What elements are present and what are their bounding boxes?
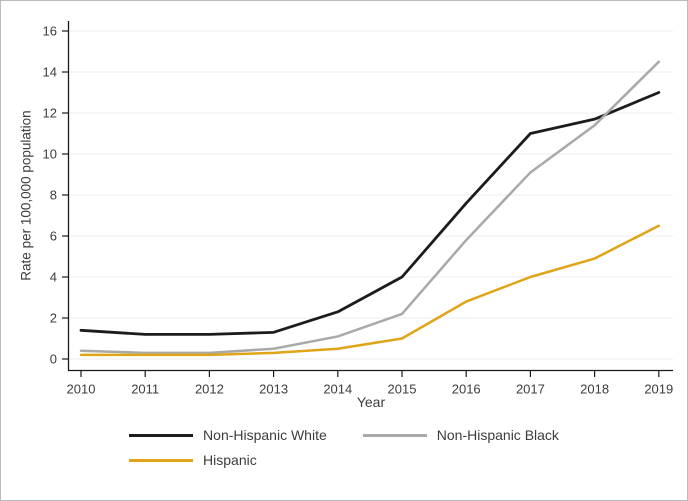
y-tick-label: 12 xyxy=(43,106,57,121)
series-line-0 xyxy=(79,91,661,336)
y-tick-label: 2 xyxy=(50,311,57,326)
series-line-2 xyxy=(79,224,661,357)
x-tick-label: 2014 xyxy=(323,382,352,397)
x-tick-label: 2017 xyxy=(516,382,545,397)
y-tick-label: 4 xyxy=(50,270,57,285)
legend-label: Non-Hispanic Black xyxy=(436,427,559,443)
x-tick-label: 2013 xyxy=(259,382,288,397)
x-tick-label: 2011 xyxy=(131,382,159,397)
series-line-1 xyxy=(79,60,661,355)
y-tick-label: 0 xyxy=(50,352,57,367)
legend-line-swatch xyxy=(129,433,194,437)
legend-line-swatch xyxy=(362,433,427,437)
y-tick-label: 14 xyxy=(43,65,57,80)
y-axis-title: Rate per 100,000 population xyxy=(18,110,34,281)
x-axis-title: Year xyxy=(356,394,386,410)
legend-item-0: Non-Hispanic White xyxy=(129,427,327,443)
x-tick-label: 2010 xyxy=(67,382,96,397)
x-tick-label: 2018 xyxy=(580,382,609,397)
y-tick-label: 16 xyxy=(43,24,57,39)
legend-label: Non-Hispanic White xyxy=(203,427,327,443)
y-tick-label: 10 xyxy=(43,147,57,162)
chart-legend: Non-Hispanic White Non-Hispanic Black Hisp… xyxy=(1,427,687,468)
legend-item-2: Hispanic xyxy=(129,452,327,468)
line-plot-area: 0 2 4 6 8 10 12 14 16 2010 2011 2012 2013 2014 2015 201… xyxy=(43,21,673,397)
y-tick-label: 8 xyxy=(50,188,57,203)
x-tick-label: 2012 xyxy=(195,382,224,397)
x-tick-label: 2016 xyxy=(452,382,481,397)
y-tick-label: 6 xyxy=(50,229,57,244)
x-tick-label: 2019 xyxy=(644,382,673,397)
legend-label: Hispanic xyxy=(203,452,257,468)
legend-item-1: Non-Hispanic Black xyxy=(362,427,559,443)
legend-line-swatch xyxy=(129,458,194,462)
x-tick-label: 2015 xyxy=(388,382,417,397)
